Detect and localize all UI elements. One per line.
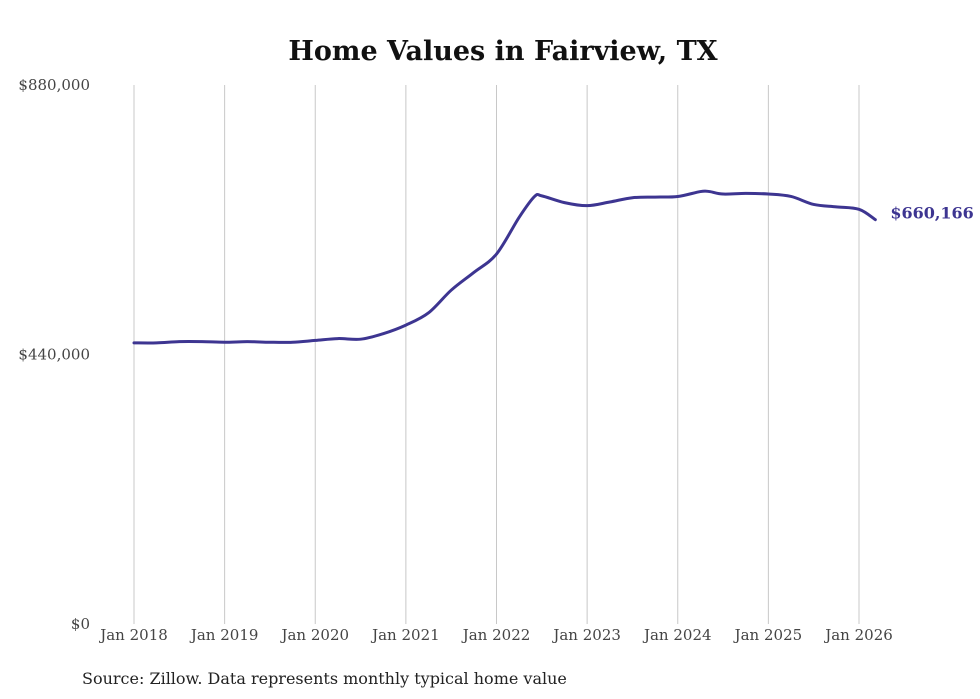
y-axis-ticks: $0 $440,000 $880,000 — [18, 76, 90, 633]
x-tick-label: Jan 2022 — [461, 626, 531, 644]
x-tick-label: Jan 2023 — [551, 626, 621, 644]
y-tick-label: $0 — [71, 615, 90, 633]
y-tick-label: $880,000 — [18, 76, 90, 94]
chart-title: Home Values in Fairview, TX — [288, 36, 717, 67]
x-tick-label: Jan 2024 — [642, 626, 712, 644]
x-tick-label: Jan 2020 — [279, 626, 349, 644]
source-note: Source: Zillow. Data represents monthly … — [82, 669, 567, 688]
x-tick-label: Jan 2021 — [370, 626, 440, 644]
series-layer: $660,166 — [132, 189, 974, 345]
series-line — [132, 189, 877, 345]
x-tick-label: Jan 2026 — [823, 626, 893, 644]
x-tick-label: Jan 2018 — [98, 626, 168, 644]
x-axis-ticks: Jan 2018 Jan 2019 Jan 2020 Jan 2021 Jan 2022… — [98, 626, 893, 644]
grid-lines — [133, 85, 860, 624]
series-end-label: $660,166 — [890, 204, 974, 223]
y-tick-label: $440,000 — [18, 346, 90, 364]
x-tick-label: Jan 2019 — [189, 626, 259, 644]
x-tick-label: Jan 2025 — [733, 626, 803, 644]
